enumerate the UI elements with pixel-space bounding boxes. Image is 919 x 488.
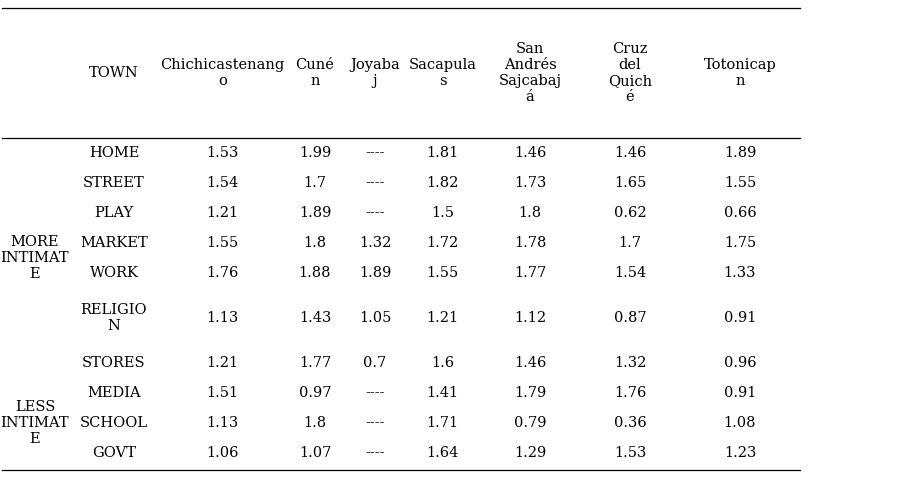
Text: 1.77: 1.77 [514,266,546,280]
Text: 1.55: 1.55 [723,176,755,190]
Text: STREET: STREET [83,176,144,190]
Text: 0.91: 0.91 [723,386,755,400]
Text: 0.79: 0.79 [513,416,546,430]
Text: 1.8: 1.8 [303,236,326,250]
Text: ----: ---- [365,416,384,430]
Text: 1.43: 1.43 [299,311,331,325]
Text: WORK: WORK [89,266,139,280]
Text: ----: ---- [365,206,384,220]
Text: 1.89: 1.89 [723,146,755,160]
Text: RELIGIO
N: RELIGIO N [81,303,147,333]
Text: 1.72: 1.72 [425,236,459,250]
Text: Joyaba
j: Joyaba j [350,58,400,88]
Text: Cruz
del
Quich
é: Cruz del Quich é [607,41,652,104]
Text: PLAY: PLAY [95,206,133,220]
Text: 1.89: 1.89 [299,206,331,220]
Text: MARKET: MARKET [80,236,148,250]
Text: 1.6: 1.6 [430,356,454,370]
Text: 1.53: 1.53 [206,146,238,160]
Text: HOME: HOME [89,146,139,160]
Text: TOWN: TOWN [89,66,139,80]
Text: 1.79: 1.79 [514,386,546,400]
Text: 1.71: 1.71 [426,416,458,430]
Text: 0.97: 0.97 [299,386,331,400]
Text: 0.36: 0.36 [613,416,646,430]
Text: 0.91: 0.91 [723,311,755,325]
Text: Chichicastenang
o: Chichicastenang o [160,58,284,88]
Text: 0.66: 0.66 [723,206,755,220]
Text: 1.76: 1.76 [613,386,645,400]
Text: 1.12: 1.12 [514,311,546,325]
Text: 1.65: 1.65 [613,176,645,190]
Text: ----: ---- [365,386,384,400]
Text: 0.96: 0.96 [723,356,755,370]
Text: 1.46: 1.46 [513,356,546,370]
Text: 1.53: 1.53 [613,446,645,460]
Text: 1.05: 1.05 [358,311,391,325]
Text: MEDIA: MEDIA [87,386,141,400]
Text: 1.99: 1.99 [299,146,331,160]
Text: 1.55: 1.55 [425,266,459,280]
Text: 1.07: 1.07 [299,446,331,460]
Text: 1.75: 1.75 [723,236,755,250]
Text: 1.13: 1.13 [206,416,238,430]
Text: MORE
INTIMAT
E: MORE INTIMAT E [1,235,69,281]
Text: 1.78: 1.78 [513,236,546,250]
Text: ----: ---- [365,446,384,460]
Text: Totonicap
n: Totonicap n [703,58,776,88]
Text: 0.87: 0.87 [613,311,646,325]
Text: 1.51: 1.51 [206,386,238,400]
Text: 1.8: 1.8 [303,416,326,430]
Text: 1.73: 1.73 [513,176,546,190]
Text: 1.46: 1.46 [613,146,645,160]
Text: Cuné
n: Cuné n [295,58,335,88]
Text: 1.32: 1.32 [358,236,391,250]
Text: 1.81: 1.81 [425,146,459,160]
Text: 1.8: 1.8 [518,206,541,220]
Text: 1.54: 1.54 [206,176,238,190]
Text: 1.46: 1.46 [513,146,546,160]
Text: 1.21: 1.21 [206,206,238,220]
Text: 1.41: 1.41 [426,386,458,400]
Text: 1.5: 1.5 [430,206,453,220]
Text: San
Andrés
Sajcabaj
á: San Andrés Sajcabaj á [498,41,561,104]
Text: 0.62: 0.62 [613,206,646,220]
Text: 1.64: 1.64 [425,446,459,460]
Text: GOVT: GOVT [92,446,136,460]
Text: SCHOOL: SCHOOL [80,416,148,430]
Text: 1.33: 1.33 [723,266,755,280]
Text: 1.7: 1.7 [618,236,641,250]
Text: STORES: STORES [82,356,145,370]
Text: 1.77: 1.77 [299,356,331,370]
Text: 1.29: 1.29 [514,446,546,460]
Text: 1.08: 1.08 [723,416,755,430]
Text: ----: ---- [365,176,384,190]
Text: 1.21: 1.21 [206,356,238,370]
Text: 1.55: 1.55 [206,236,238,250]
Text: LESS
INTIMAT
E: LESS INTIMAT E [1,400,69,446]
Text: 1.32: 1.32 [613,356,645,370]
Text: 1.82: 1.82 [425,176,459,190]
Text: 1.54: 1.54 [613,266,645,280]
Text: 1.23: 1.23 [723,446,755,460]
Text: 1.88: 1.88 [299,266,331,280]
Text: 0.7: 0.7 [363,356,386,370]
Text: 1.06: 1.06 [206,446,239,460]
Text: 1.76: 1.76 [206,266,238,280]
Text: Sacapula
s: Sacapula s [408,58,476,88]
Text: ----: ---- [365,146,384,160]
Text: 1.7: 1.7 [303,176,326,190]
Text: 1.21: 1.21 [426,311,458,325]
Text: 1.13: 1.13 [206,311,238,325]
Text: 1.89: 1.89 [358,266,391,280]
